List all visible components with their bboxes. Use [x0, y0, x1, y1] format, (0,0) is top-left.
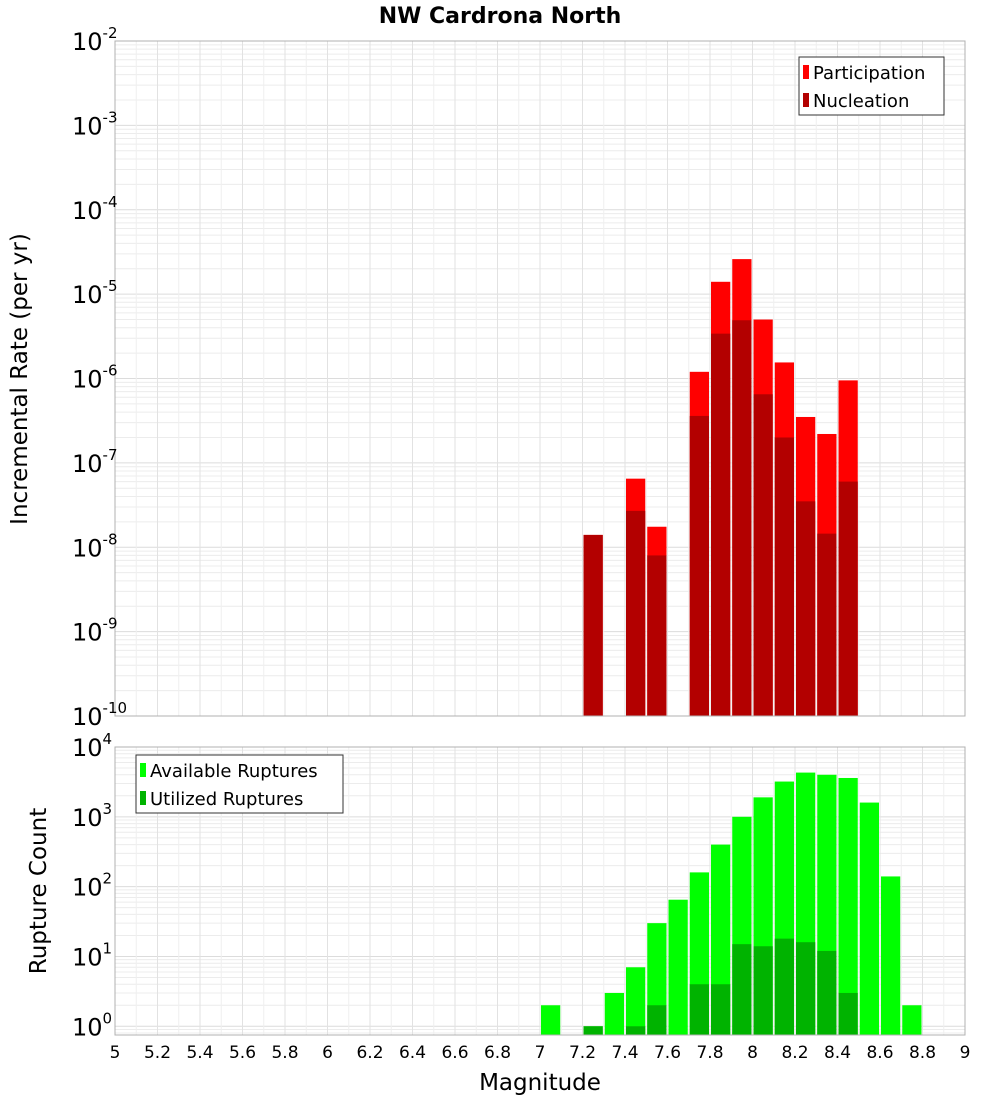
x-tick-label: 8.2: [781, 1043, 808, 1063]
legend-entry: Nucleation: [813, 91, 909, 112]
y-tick-label: 103: [72, 800, 112, 832]
bar-utilized-ruptures: [689, 984, 709, 1035]
bar-nucleation: [647, 555, 667, 716]
plot-frame: [114, 746, 966, 1036]
y-tick-label: 10-3: [72, 108, 118, 140]
legend-entry: Utilized Ruptures: [150, 789, 303, 810]
bar-available-ruptures: [668, 899, 688, 1035]
y-tick-label: 104: [72, 730, 112, 762]
legend-box: [798, 56, 945, 116]
x-tick-label: 8.4: [824, 1043, 851, 1063]
bar-available-ruptures: [541, 1005, 561, 1035]
plot-frame: [114, 40, 966, 717]
bar-available-ruptures: [838, 777, 858, 1035]
bar-nucleation: [774, 437, 794, 716]
legend-box: [135, 754, 344, 814]
y-tick-label: 10-7: [72, 446, 118, 478]
x-tick-label: 6.8: [484, 1043, 511, 1063]
bar-utilized-ruptures: [711, 984, 731, 1035]
y-tick-label: 10-4: [72, 193, 118, 225]
bar-available-ruptures: [859, 802, 879, 1035]
bar-nucleation: [711, 333, 731, 716]
y-tick-label: 100: [72, 1009, 112, 1041]
x-axis-label: Magnitude: [479, 1070, 601, 1096]
x-tick-label: 7.2: [569, 1043, 596, 1063]
x-tick-label: 6: [322, 1043, 333, 1063]
plot-layer: 10-2 10-3 10-4 10-5 10-6 10-7 10-8 10-9 10-10 Par…: [72, 24, 970, 1063]
x-tick-label: 8.6: [866, 1043, 893, 1063]
legend-swatch: [803, 93, 809, 107]
bar-nucleation: [626, 510, 646, 716]
y-tick-label: 10-6: [72, 362, 118, 394]
x-tick-label: 9: [960, 1043, 971, 1063]
bar-available-ruptures: [604, 992, 624, 1035]
legend-entry: Available Ruptures: [150, 761, 318, 782]
bar-utilized-ruptures: [796, 942, 816, 1035]
bottom-y-axis-label: Rupture Count: [26, 808, 52, 974]
legend-swatch: [140, 791, 146, 805]
bar-utilized-ruptures: [838, 992, 858, 1035]
bar-utilized-ruptures: [817, 950, 837, 1035]
x-tick-label: 7: [535, 1043, 546, 1063]
bar-nucleation: [689, 415, 709, 716]
bar-utilized-ruptures: [774, 938, 794, 1035]
legend-swatch: [803, 65, 809, 79]
bar-nucleation: [796, 501, 816, 716]
bar-utilized-ruptures: [583, 1026, 603, 1035]
x-tick-label: 7.8: [696, 1043, 723, 1063]
bar-available-ruptures: [626, 967, 646, 1035]
x-tick-label: 7.4: [611, 1043, 638, 1063]
top-y-axis-label: Incremental Rate (per yr): [7, 233, 33, 525]
y-tick-label: 10-9: [72, 615, 118, 647]
x-tick-label: 5: [110, 1043, 121, 1063]
x-tick-label: 6.6: [441, 1043, 468, 1063]
bar-nucleation: [753, 394, 773, 716]
y-tick-label: 102: [72, 870, 112, 902]
x-tick-label: 6.2: [356, 1043, 383, 1063]
legend-entry: Participation: [813, 63, 925, 84]
y-tick-label: 10-10: [72, 699, 127, 731]
chart-title: NW Cardrona North: [379, 4, 622, 29]
bar-available-ruptures: [902, 1005, 922, 1035]
bar-nucleation: [732, 320, 752, 716]
chart-panel-0: 10-2 10-3 10-4 10-5 10-6 10-7 10-8 10-9 10-10 Par…: [72, 24, 966, 731]
bar-nucleation: [817, 533, 837, 716]
x-tick-label: 5.4: [186, 1043, 213, 1063]
y-tick-label: 101: [72, 939, 112, 971]
x-tick-label: 5.2: [144, 1043, 171, 1063]
x-tick-label: 8: [747, 1043, 758, 1063]
bar-utilized-ruptures: [647, 1005, 667, 1035]
bar-utilized-ruptures: [753, 946, 773, 1035]
x-tick-label: 6.4: [399, 1043, 426, 1063]
x-tick-label: 7.6: [654, 1043, 681, 1063]
bar-nucleation: [583, 534, 603, 716]
y-tick-label: 10-5: [72, 277, 118, 309]
legend-swatch: [140, 763, 146, 777]
y-tick-label: 10-8: [72, 530, 118, 562]
x-tick-label: 5.8: [271, 1043, 298, 1063]
bar-available-ruptures: [881, 876, 901, 1035]
y-tick-label: 10-2: [72, 24, 118, 56]
x-tick-label: 5.6: [229, 1043, 256, 1063]
bar-nucleation: [838, 481, 858, 716]
bar-utilized-ruptures: [732, 944, 752, 1035]
x-tick-label: 8.8: [909, 1043, 936, 1063]
bar-utilized-ruptures: [626, 1026, 646, 1035]
